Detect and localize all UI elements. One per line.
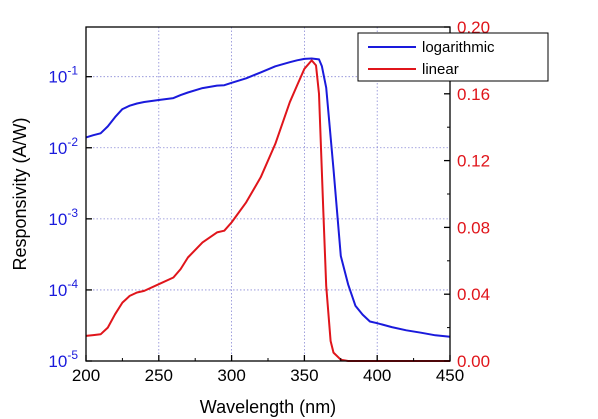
axis-ticks: [85, 26, 451, 362]
x-tick-label: 250: [145, 366, 173, 385]
right-tick-label: 0.08: [457, 218, 490, 237]
series-line-logarithmic: [85, 57, 451, 338]
left-tick-label: 10-1: [48, 64, 78, 87]
right-tick-label: 0.20: [457, 18, 490, 37]
axis-tick-labels: 200 250 300 350 400 450 10-5 10-4 10-3 10-2 10-1 0.…: [48, 18, 490, 385]
left-tick-label: 10-4: [48, 277, 78, 300]
legend-box: [357, 32, 549, 82]
x-tick-label: 350: [290, 366, 318, 385]
right-tick-label: 0.04: [457, 285, 490, 304]
right-tick-label: 0.16: [457, 85, 490, 104]
legend-label-logarithmic: logarithmic: [422, 39, 495, 56]
left-tick-label: 10-5: [48, 348, 78, 371]
right-tick-label: 0.00: [457, 352, 490, 371]
left-tick-label: 10-3: [48, 206, 78, 229]
right-tick-label: 0.12: [457, 152, 490, 171]
left-tick-label: 10-2: [48, 135, 78, 158]
y-axis-label: Responsivity (A/W): [10, 117, 30, 270]
x-tick-label: 400: [363, 366, 391, 385]
x-tick-label: 200: [72, 366, 100, 385]
legend: logarithmic linear: [357, 32, 549, 82]
x-tick-label: 450: [436, 366, 464, 385]
x-axis-label: Wavelength (nm): [200, 397, 336, 417]
x-tick-label: 300: [217, 366, 245, 385]
legend-label-linear: linear: [422, 61, 459, 78]
